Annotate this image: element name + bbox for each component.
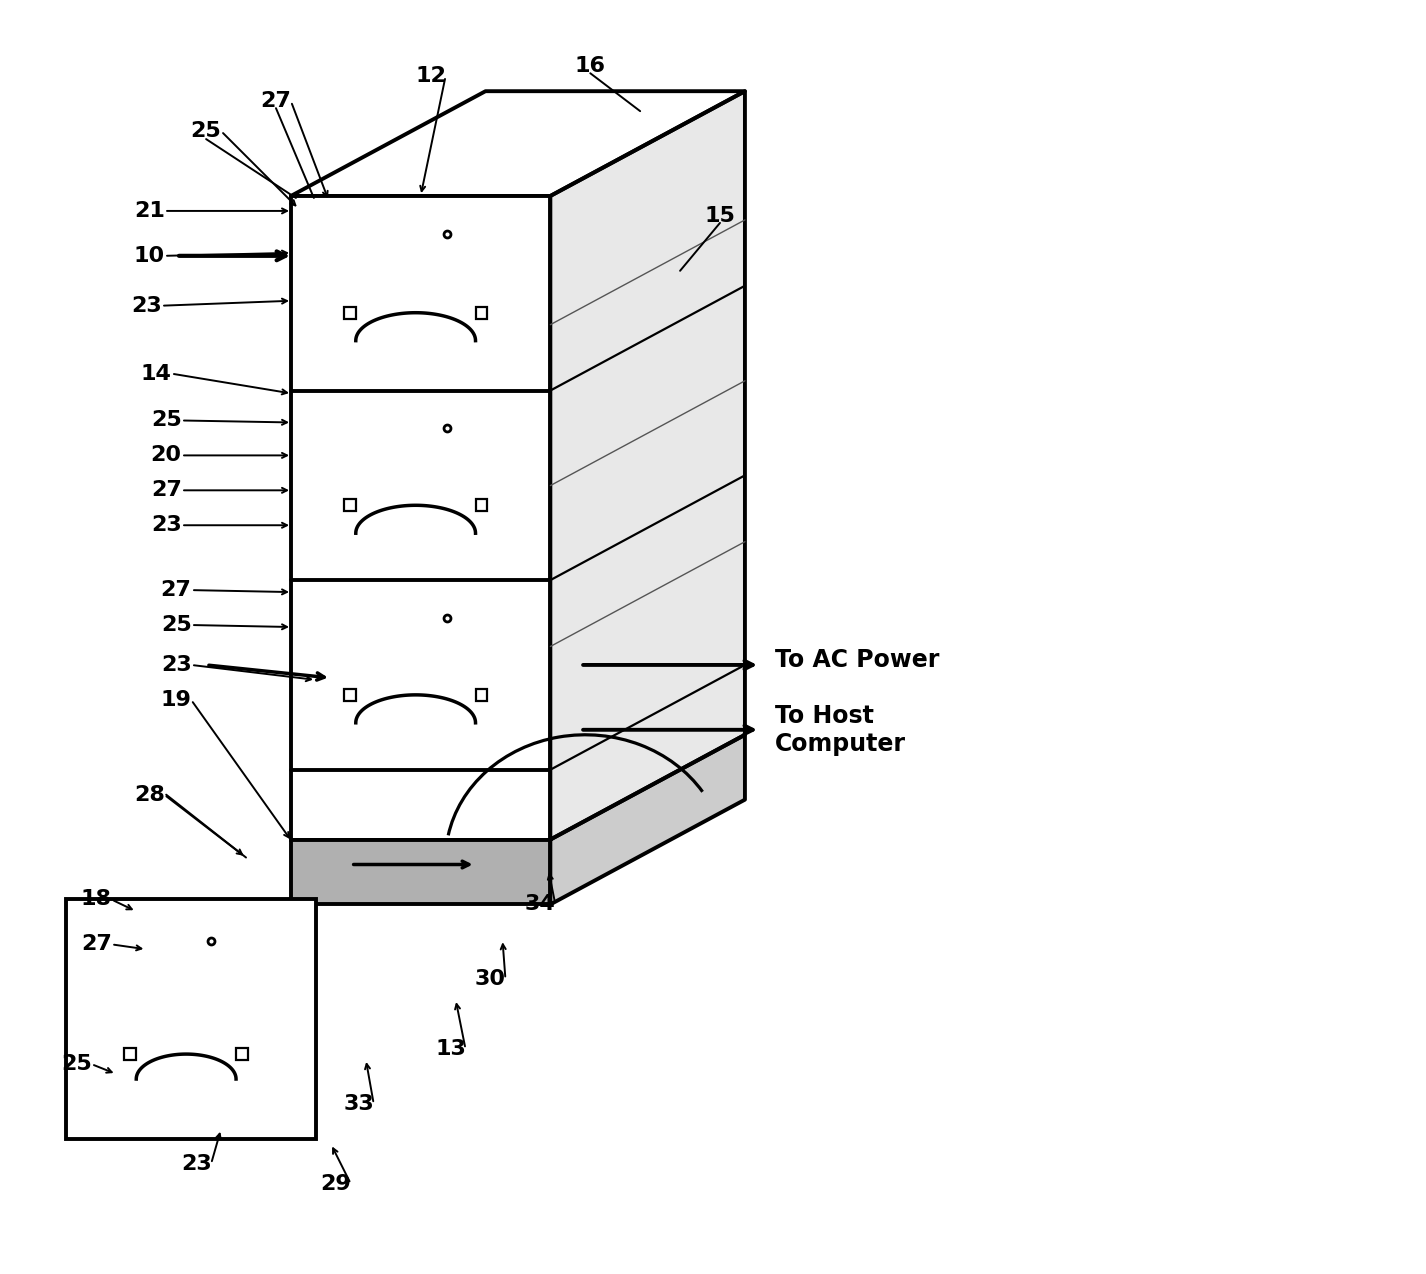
- Bar: [475, 499, 488, 511]
- Text: 23: 23: [181, 1154, 211, 1173]
- Text: 27: 27: [81, 934, 111, 954]
- Bar: [124, 1049, 137, 1060]
- Text: To AC Power: To AC Power: [774, 648, 940, 671]
- Text: 34: 34: [525, 894, 556, 915]
- Text: 14: 14: [141, 363, 171, 383]
- Bar: [475, 689, 488, 701]
- Bar: [475, 307, 488, 318]
- Bar: [344, 689, 355, 701]
- Text: 27: 27: [261, 92, 291, 111]
- Text: 27: 27: [161, 580, 191, 600]
- Text: 21: 21: [134, 201, 164, 220]
- Text: 23: 23: [151, 515, 181, 535]
- Text: 19: 19: [161, 689, 191, 710]
- Text: To Host
Computer: To Host Computer: [774, 705, 906, 755]
- Text: 13: 13: [435, 1040, 466, 1059]
- Text: 25: 25: [61, 1054, 91, 1074]
- Text: 12: 12: [415, 66, 446, 87]
- Text: 23: 23: [161, 655, 191, 675]
- Text: 25: 25: [161, 615, 191, 634]
- Text: 20: 20: [151, 446, 181, 465]
- Bar: [344, 499, 355, 511]
- Bar: [344, 307, 355, 318]
- Text: 25: 25: [191, 121, 221, 141]
- Text: 23: 23: [131, 296, 161, 316]
- Polygon shape: [550, 92, 744, 840]
- Text: 30: 30: [475, 970, 506, 989]
- Text: 28: 28: [134, 785, 164, 805]
- Text: 27: 27: [151, 480, 181, 501]
- Text: 10: 10: [134, 246, 165, 266]
- Polygon shape: [550, 735, 744, 905]
- Text: 16: 16: [575, 56, 606, 76]
- Text: 15: 15: [704, 206, 736, 225]
- Polygon shape: [291, 92, 744, 196]
- Bar: [237, 1049, 248, 1060]
- Text: 33: 33: [344, 1094, 374, 1113]
- Bar: [291, 840, 550, 905]
- Bar: [67, 899, 317, 1139]
- Text: 25: 25: [151, 410, 181, 431]
- Text: 18: 18: [81, 889, 111, 910]
- Text: 29: 29: [321, 1173, 351, 1194]
- Bar: [291, 196, 550, 840]
